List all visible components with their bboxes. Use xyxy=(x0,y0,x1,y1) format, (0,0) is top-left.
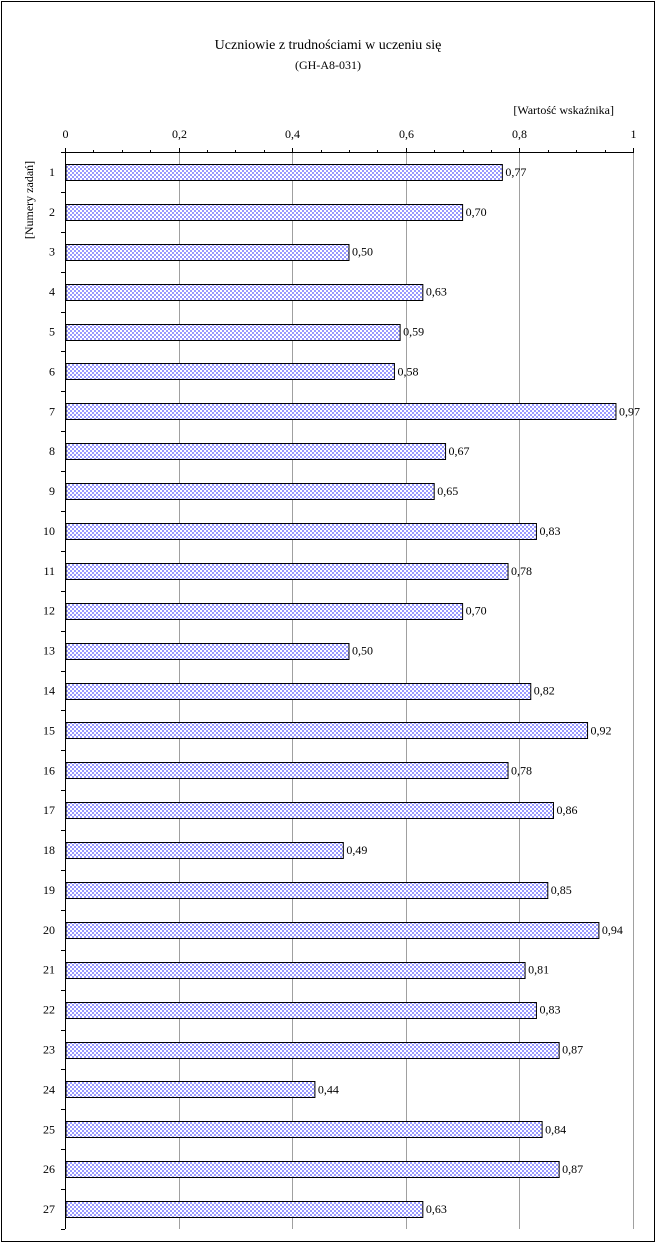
y-category-label: 13 xyxy=(43,644,55,658)
data-label: 0,94 xyxy=(602,923,623,937)
y-category-label: 3 xyxy=(49,245,55,259)
bar xyxy=(65,244,350,261)
bar xyxy=(65,962,526,979)
data-label: 0,70 xyxy=(466,604,487,618)
y-category-label: 1 xyxy=(49,165,55,179)
data-label: 0,97 xyxy=(619,404,640,418)
y-category-label: 15 xyxy=(43,723,55,737)
y-category-label: 7 xyxy=(49,404,55,418)
bar xyxy=(65,1042,560,1059)
bar xyxy=(65,882,549,899)
bar xyxy=(65,204,464,221)
bar xyxy=(65,762,509,779)
data-label: 0,50 xyxy=(352,644,373,658)
data-label: 0,49 xyxy=(346,843,367,857)
data-label: 0,67 xyxy=(449,444,470,458)
y-category-label: 6 xyxy=(49,364,55,378)
x-tick-labels: 0 0,2 0,4 0,6 0,8 1 xyxy=(63,127,637,141)
data-label: 0,87 xyxy=(562,1043,583,1057)
y-category-label: 18 xyxy=(43,843,55,857)
data-label: 0,77 xyxy=(505,165,526,179)
x-tick-label: 0 xyxy=(63,127,69,141)
x-tick-label: 0,2 xyxy=(172,127,187,141)
y-category-label: 8 xyxy=(49,444,55,458)
bar xyxy=(65,922,600,939)
y-category-label: 4 xyxy=(49,285,55,299)
data-label: 0,63 xyxy=(426,285,447,299)
data-label: 0,78 xyxy=(511,763,532,777)
x-tick-label: 0,4 xyxy=(285,127,300,141)
bar xyxy=(65,523,537,540)
y-category-label: 24 xyxy=(43,1082,55,1096)
bar xyxy=(65,722,589,739)
data-label: 0,84 xyxy=(545,1122,566,1136)
data-labels: 0,77 0,70 0,50 0,63 0,59 0,58 0,97 0,67 0,65 0,83… xyxy=(318,165,640,1216)
y-category-label: 10 xyxy=(43,524,55,538)
data-label: 0,82 xyxy=(534,684,555,698)
y-category-label: 2 xyxy=(49,205,55,219)
data-label: 0,85 xyxy=(551,883,572,897)
y-category-label: 21 xyxy=(43,963,55,977)
bar xyxy=(65,1201,424,1218)
bar xyxy=(65,324,401,341)
data-label: 0,83 xyxy=(539,524,560,538)
bar xyxy=(65,643,350,660)
data-label: 0,78 xyxy=(511,564,532,578)
y-category-label: 17 xyxy=(43,803,55,817)
y-category-label: 16 xyxy=(43,763,55,777)
x-tick-label: 0,8 xyxy=(512,127,527,141)
data-label: 0,87 xyxy=(562,1162,583,1176)
bar xyxy=(65,1081,316,1098)
bar xyxy=(65,483,435,500)
x-tick-label: 1 xyxy=(631,127,637,141)
data-label: 0,86 xyxy=(556,803,577,817)
y-category-label: 22 xyxy=(43,1003,55,1017)
bar xyxy=(65,842,344,859)
data-label: 0,50 xyxy=(352,245,373,259)
bars xyxy=(65,164,617,1218)
bar xyxy=(65,683,532,700)
bar xyxy=(65,1002,537,1019)
x-tick-label: 0,6 xyxy=(399,127,414,141)
bar xyxy=(65,1161,560,1178)
data-label: 0,59 xyxy=(403,325,424,339)
data-label: 0,63 xyxy=(426,1202,447,1216)
y-category-label: 5 xyxy=(49,325,55,339)
bar xyxy=(65,563,509,580)
y-category-label: 12 xyxy=(43,604,55,618)
data-label: 0,70 xyxy=(466,205,487,219)
data-label: 0,58 xyxy=(397,364,418,378)
y-category-label: 11 xyxy=(43,564,55,578)
y-category-label: 26 xyxy=(43,1162,55,1176)
bar xyxy=(65,603,464,620)
bar xyxy=(65,284,424,301)
y-category-label: 19 xyxy=(43,883,55,897)
y-category-labels: 1234567891011121314151617181920212223242… xyxy=(43,165,55,1216)
y-category-label: 20 xyxy=(43,923,55,937)
bar xyxy=(65,802,554,819)
bar xyxy=(65,164,503,181)
data-label: 0,83 xyxy=(539,1003,560,1017)
y-category-label: 14 xyxy=(43,684,55,698)
y-category-label: 23 xyxy=(43,1043,55,1057)
bar xyxy=(65,1121,543,1138)
data-label: 0,92 xyxy=(591,723,612,737)
y-category-label: 9 xyxy=(49,484,55,498)
chart-subtitle: (GH-A8-031) xyxy=(295,58,361,72)
data-label: 0,65 xyxy=(437,484,458,498)
chart-title: Uczniowie z trudnościami w uczeniu się xyxy=(215,38,442,53)
data-label: 0,81 xyxy=(528,963,549,977)
x-axis-label: [Wartość wskaźnika] xyxy=(513,103,614,117)
bar xyxy=(65,363,395,380)
y-category-label: 25 xyxy=(43,1122,55,1136)
y-axis-label: [Numery zadań] xyxy=(22,161,36,239)
y-category-label: 27 xyxy=(43,1202,55,1216)
bar xyxy=(65,443,447,460)
data-label: 0,44 xyxy=(318,1082,339,1096)
bar xyxy=(65,403,617,420)
